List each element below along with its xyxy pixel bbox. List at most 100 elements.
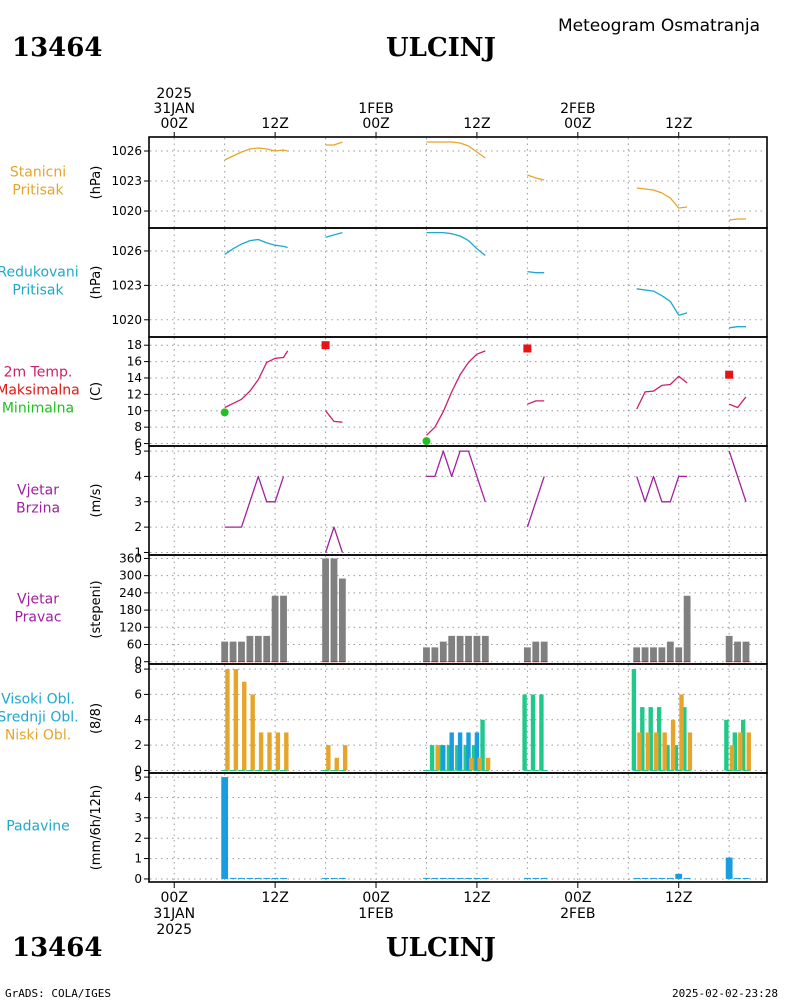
bar-wind_direction bbox=[330, 558, 338, 662]
panel-data bbox=[224, 350, 747, 436]
bar-precipitation bbox=[439, 877, 447, 879]
bar-precipitation bbox=[221, 777, 229, 879]
bar-wind_direction bbox=[650, 647, 657, 662]
series-line-wind_speed bbox=[728, 450, 747, 503]
bottom-time-label: 2FEB bbox=[560, 906, 595, 922]
series-line-temperature bbox=[636, 375, 688, 410]
series-line-temperature bbox=[426, 350, 486, 436]
bar-precipitation bbox=[322, 877, 329, 879]
top-time-label: 31JAN bbox=[153, 101, 195, 117]
panel-reduced_pressure: 1020 1023 1026 (hPa) Redukovani Pritisak bbox=[0, 227, 768, 338]
cloud-bar bbox=[732, 732, 737, 771]
y-tick-label: 8 bbox=[134, 662, 142, 676]
y-tick-label: 16 bbox=[127, 355, 142, 369]
panel-label: 2m Temp. bbox=[4, 365, 73, 381]
bar-precipitation bbox=[254, 877, 262, 879]
bottom-time-label: 31JAN bbox=[153, 906, 195, 922]
bar-wind_direction bbox=[439, 641, 447, 662]
bar-precipitation bbox=[734, 877, 741, 879]
top-time-label: 2FEB bbox=[560, 101, 595, 117]
y-tick-label: 1026 bbox=[111, 244, 142, 258]
bar-precipitation bbox=[263, 877, 271, 879]
y-tick-label: 5 bbox=[134, 444, 142, 458]
y-tick-label: 6 bbox=[134, 437, 142, 451]
cloud-bar bbox=[670, 719, 676, 771]
bar-wind_direction bbox=[675, 647, 683, 662]
bar-wind_direction bbox=[423, 647, 430, 662]
bar-precipitation bbox=[465, 877, 472, 879]
panel-label: Brzina bbox=[16, 501, 60, 517]
panel-data bbox=[224, 141, 746, 221]
y-tick-label: 3 bbox=[134, 811, 142, 825]
y-tick-label: 1020 bbox=[111, 313, 142, 327]
top-time-label: 12Z bbox=[463, 116, 490, 132]
top-time-label: 00Z bbox=[564, 116, 591, 132]
y-tick-label: 1026 bbox=[111, 144, 142, 158]
top-time-label: 00Z bbox=[161, 116, 188, 132]
cloud-bar bbox=[530, 694, 536, 771]
bottom-time-label: 12Z bbox=[665, 890, 692, 906]
cloud-bar bbox=[250, 694, 255, 771]
panel-label: Maksimalna bbox=[0, 383, 80, 399]
y-tick-label: 4 bbox=[134, 469, 142, 483]
cloud-bar bbox=[687, 732, 693, 771]
y-tick-label: 4 bbox=[134, 790, 142, 804]
meteogram-title: Meteogram Osmatranja bbox=[558, 16, 760, 36]
cloud-bar bbox=[645, 732, 651, 771]
tmin-marker bbox=[220, 408, 229, 417]
station-id-top: 13464 bbox=[12, 33, 102, 63]
cloud-bar bbox=[729, 745, 735, 771]
bar-precipitation bbox=[540, 877, 548, 879]
bar-wind_direction bbox=[532, 641, 540, 662]
bottom-time-label: 00Z bbox=[362, 890, 389, 906]
bar-precipitation bbox=[330, 877, 338, 879]
tmin-marker bbox=[422, 437, 431, 446]
bar-precipitation bbox=[246, 877, 254, 879]
cloud-bar bbox=[225, 669, 230, 771]
bar-precipitation bbox=[742, 877, 750, 879]
bar-precipitation bbox=[473, 877, 481, 879]
cloud-bar bbox=[258, 732, 264, 771]
cloud-bar bbox=[640, 707, 645, 771]
panel-data bbox=[224, 450, 747, 553]
cloud-bar bbox=[233, 669, 239, 771]
y-axis-label: (m/s) bbox=[89, 484, 104, 518]
cloud-bar bbox=[485, 757, 491, 771]
y-tick-label: 1020 bbox=[111, 204, 142, 218]
panel-frame bbox=[148, 772, 768, 883]
panel-label: Stanicni bbox=[10, 165, 66, 181]
y-axis-label: (stepeni) bbox=[89, 580, 104, 638]
series-line-station_pressure bbox=[636, 187, 688, 209]
series-line-wind_speed bbox=[526, 476, 545, 528]
bar-wind_direction bbox=[666, 641, 674, 662]
series-line-temperature bbox=[325, 410, 343, 423]
bar-precipitation bbox=[481, 877, 489, 879]
y-tick-label: 2 bbox=[134, 831, 142, 845]
cloud-bar bbox=[435, 745, 440, 771]
bar-wind_direction bbox=[742, 641, 750, 662]
bottom-time-label: 12Z bbox=[261, 890, 288, 906]
cloud-bar bbox=[429, 745, 435, 771]
y-tick-label: 14 bbox=[127, 371, 142, 385]
y-tick-label: 2 bbox=[134, 738, 142, 752]
series-line-station_pressure bbox=[527, 174, 545, 181]
cloud-bar bbox=[738, 732, 743, 771]
cloud-bar bbox=[334, 757, 339, 771]
y-axis-label: (mm/6h/12h) bbox=[89, 785, 104, 871]
cloud-bar bbox=[438, 745, 443, 771]
cloud-bar bbox=[449, 732, 454, 771]
cloud-bar bbox=[682, 707, 687, 771]
bar-precipitation bbox=[229, 877, 237, 879]
y-tick-label: 10 bbox=[127, 404, 142, 418]
bottom-time-label: 2025 bbox=[156, 922, 192, 938]
series-line-reduced_pressure bbox=[729, 326, 746, 329]
panel-wind_speed: 1 2 3 4 5 (m/s) Vjetar Brzina bbox=[16, 444, 768, 559]
y-tick-label: 1023 bbox=[111, 174, 142, 188]
series-line-reduced_pressure bbox=[325, 231, 343, 238]
series-line-station_pressure bbox=[426, 141, 486, 159]
y-tick-label: 1023 bbox=[111, 278, 142, 292]
credit-text: GrADS: COLA/IGES bbox=[5, 987, 111, 1000]
panel-data bbox=[221, 669, 751, 771]
